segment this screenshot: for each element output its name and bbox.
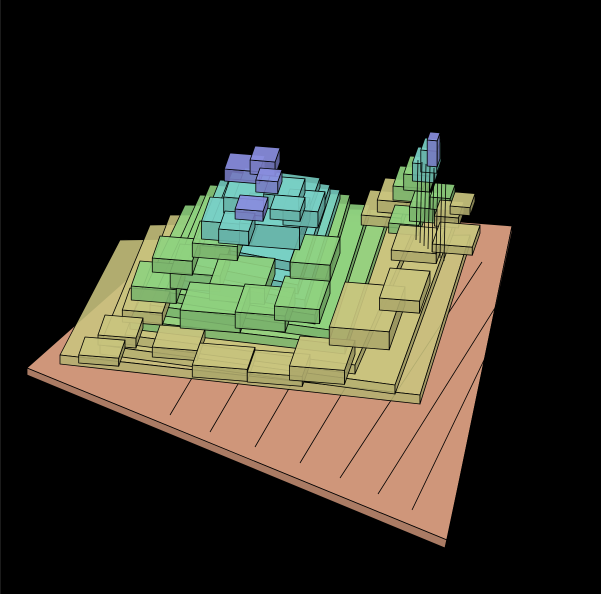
base-step-edge [411, 305, 511, 511]
spike-block-7-front [426, 139, 438, 168]
spike-block-10-top [429, 182, 456, 200]
spike-needle-edge [427, 165, 431, 250]
spike-needle-edge [431, 167, 435, 253]
spike-needle-edge [439, 171, 443, 259]
block-26-top [249, 145, 281, 163]
block-3-top [78, 336, 126, 359]
block-24-front [218, 228, 250, 246]
spike-needle-edge [443, 173, 447, 262]
spike-needle-edge [423, 163, 427, 247]
spike-block-7-top [426, 131, 441, 142]
block-27-top [255, 167, 283, 183]
block-28-top [234, 194, 269, 212]
base-slab-side-face [444, 225, 513, 549]
base-step-edge [377, 283, 511, 495]
spike-needle-edge [435, 169, 439, 256]
spike-block-14-top [431, 221, 481, 248]
block-15-top [274, 275, 331, 311]
viewport-left-edge [0, 0, 1, 594]
block-9-top [379, 267, 431, 302]
spike-needle-edge [415, 159, 419, 241]
block-2-top [97, 314, 144, 339]
block-29-top [269, 194, 306, 212]
block-5-top [191, 342, 256, 370]
spike-block-12-top [449, 191, 476, 209]
block-27-front [255, 179, 279, 195]
spike-needle-edge [419, 161, 423, 244]
block-16-top [151, 235, 201, 262]
